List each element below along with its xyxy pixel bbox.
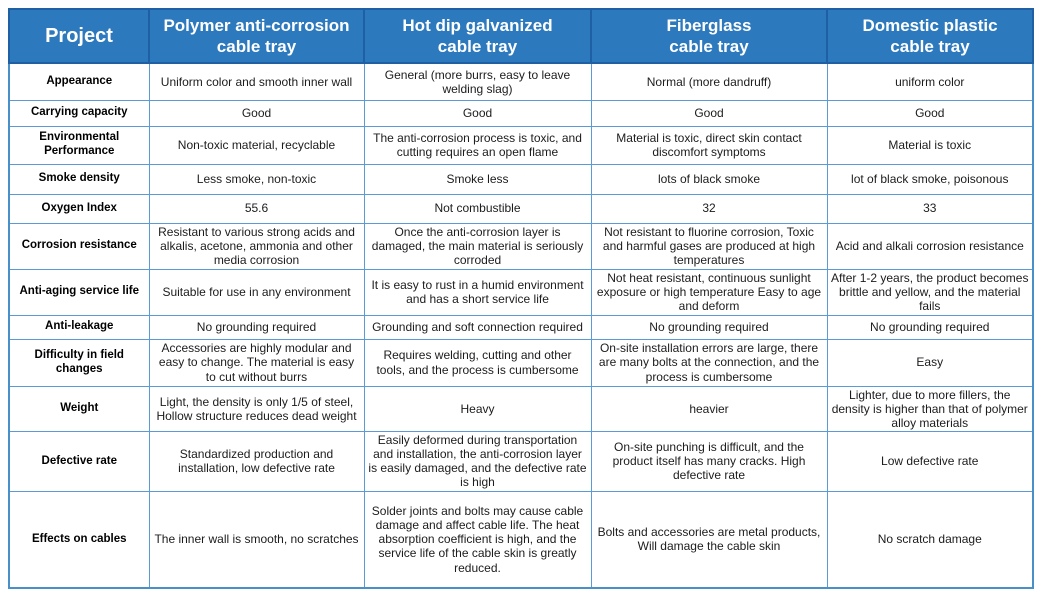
table-cell: The inner wall is smooth, no scratches	[148, 490, 365, 589]
table-cell: Suitable for use in any environment	[148, 268, 365, 316]
table-row: Corrosion resistance Resistant to various…	[8, 222, 1034, 270]
table-cell: Smoke less	[363, 163, 592, 195]
table-cell: On-site installation errors are large, t…	[590, 338, 828, 387]
table-cell: Grounding and soft connection required	[363, 314, 592, 340]
table-cell: Not resistant to fluorine corrosion, Tox…	[590, 222, 828, 270]
table-cell: lots of black smoke	[590, 163, 828, 195]
table-cell: heavier	[590, 385, 828, 432]
table-row: Oxygen Index 55.6 Not combustible 32 33	[8, 193, 1034, 224]
table-row: Environmental Performance Non-toxic mater…	[8, 125, 1034, 165]
row-label: Environmental Performance	[8, 125, 150, 165]
table-row: Effects on cables The inner wall is smoot…	[8, 490, 1034, 589]
table-cell: Resistant to various strong acids and al…	[148, 222, 365, 270]
table-cell: Standardized production and installation…	[148, 430, 365, 492]
row-label: Oxygen Index	[8, 193, 150, 224]
header-row: Project Polymer anti-corrosion cable tra…	[8, 8, 1034, 64]
table-header: Project Polymer anti-corrosion cable tra…	[8, 8, 1034, 64]
header-cell-hot-dip: Hot dip galvanized cable tray	[363, 8, 592, 64]
row-label: Anti-aging service life	[8, 268, 150, 316]
table-cell: Easy	[826, 338, 1034, 387]
table-cell: Good	[590, 99, 828, 127]
row-label: Effects on cables	[8, 490, 150, 589]
table-cell: No grounding required	[826, 314, 1034, 340]
row-label: Weight	[8, 385, 150, 432]
table-cell: Normal (more dandruff)	[590, 62, 828, 101]
table-cell: Lighter, due to more fillers, the densit…	[826, 385, 1034, 432]
table-cell: Good	[363, 99, 592, 127]
table-cell: Solder joints and bolts may cause cable …	[363, 490, 592, 589]
table-cell: No scratch damage	[826, 490, 1034, 589]
table-row: Defective rate Standardized production an…	[8, 430, 1034, 492]
table-cell: Easily deformed during transportation an…	[363, 430, 592, 492]
table-cell: Bolts and accessories are metal products…	[590, 490, 828, 589]
table-cell: Requires welding, cutting and other tool…	[363, 338, 592, 387]
table-cell: 33	[826, 193, 1034, 224]
table-cell: No grounding required	[148, 314, 365, 340]
table-row: Smoke density Less smoke, non-toxic Smoke …	[8, 163, 1034, 195]
row-label: Corrosion resistance	[8, 222, 150, 270]
table-cell: 32	[590, 193, 828, 224]
table-row: Appearance Uniform color and smooth inner…	[8, 62, 1034, 101]
row-label: Carrying capacity	[8, 99, 150, 127]
row-label: Smoke density	[8, 163, 150, 195]
table-cell: Low defective rate	[826, 430, 1034, 492]
table-cell: The anti-corrosion process is toxic, and…	[363, 125, 592, 165]
row-label: Appearance	[8, 62, 150, 101]
table-cell: Good	[826, 99, 1034, 127]
row-label: Difficulty in field changes	[8, 338, 150, 387]
table-cell: No grounding required	[590, 314, 828, 340]
table-cell: After 1-2 years, the product becomes bri…	[826, 268, 1034, 316]
header-cell-domestic: Domestic plastic cable tray	[826, 8, 1034, 64]
table-cell: uniform color	[826, 62, 1034, 101]
table-cell: On-site punching is difficult, and the p…	[590, 430, 828, 492]
header-cell-project: Project	[8, 8, 150, 64]
table-cell: Light, the density is only 1/5 of steel,…	[148, 385, 365, 432]
table-cell: Non-toxic material, recyclable	[148, 125, 365, 165]
table-cell: lot of black smoke, poisonous	[826, 163, 1034, 195]
table-cell: It is easy to rust in a humid environmen…	[363, 268, 592, 316]
table-row: Weight Light, the density is only 1/5 of …	[8, 385, 1034, 432]
table-body: Appearance Uniform color and smooth inner…	[8, 62, 1034, 589]
table-cell: Not combustible	[363, 193, 592, 224]
table-cell: Good	[148, 99, 365, 127]
table-row: Anti-aging service life Suitable for use …	[8, 268, 1034, 316]
row-label: Defective rate	[8, 430, 150, 492]
table-cell: Heavy	[363, 385, 592, 432]
row-label: Anti-leakage	[8, 314, 150, 340]
table-cell: General (more burrs, easy to leave weldi…	[363, 62, 592, 101]
table-row: Difficulty in field changes Accessories a…	[8, 338, 1034, 387]
table-cell: Material is toxic	[826, 125, 1034, 165]
comparison-table-container: Project Polymer anti-corrosion cable tra…	[8, 8, 1034, 590]
header-cell-fiberglass: Fiberglass cable tray	[590, 8, 828, 64]
table-cell: Uniform color and smooth inner wall	[148, 62, 365, 101]
table-cell: Less smoke, non-toxic	[148, 163, 365, 195]
table-cell: 55.6	[148, 193, 365, 224]
cable-tray-comparison-table: Project Polymer anti-corrosion cable tra…	[8, 8, 1034, 590]
table-cell: Material is toxic, direct skin contact d…	[590, 125, 828, 165]
header-cell-polymer: Polymer anti-corrosion cable tray	[148, 8, 365, 64]
table-cell: Acid and alkali corrosion resistance	[826, 222, 1034, 270]
table-row: Carrying capacity Good Good Good Good	[8, 99, 1034, 127]
table-cell: Not heat resistant, continuous sunlight …	[590, 268, 828, 316]
table-cell: Once the anti-corrosion layer is damaged…	[363, 222, 592, 270]
table-row: Anti-leakage No grounding required Groundi…	[8, 314, 1034, 340]
table-cell: Accessories are highly modular and easy …	[148, 338, 365, 387]
